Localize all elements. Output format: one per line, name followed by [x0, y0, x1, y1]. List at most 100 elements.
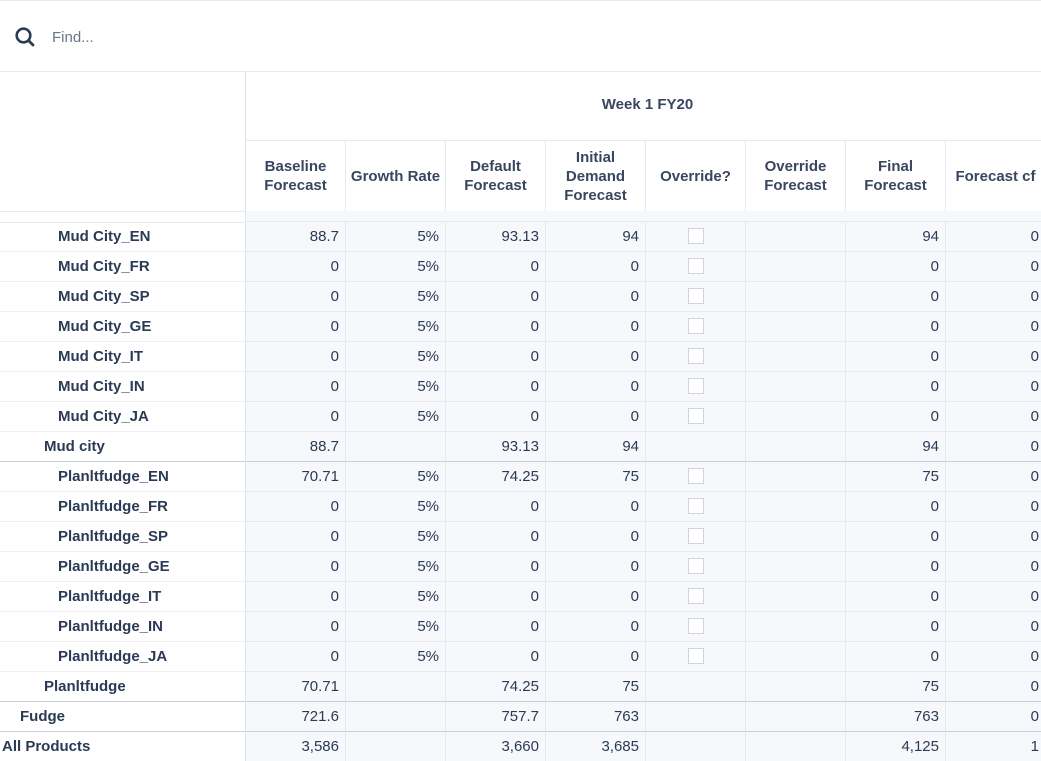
column-header[interactable]: Override? — [646, 141, 746, 211]
data-cell[interactable]: 5% — [346, 462, 446, 492]
data-cell[interactable]: 93.13 — [446, 432, 546, 462]
data-cell[interactable] — [746, 612, 846, 642]
row-label[interactable]: Mud City_JA — [0, 402, 245, 432]
data-cell[interactable]: 0 — [946, 582, 1041, 612]
data-cell[interactable]: 0 — [946, 642, 1041, 672]
row-label[interactable]: Mud city — [0, 432, 245, 462]
data-cell[interactable]: 0 — [846, 522, 946, 552]
column-header[interactable]: Override Forecast — [746, 141, 846, 211]
data-cell[interactable]: 0 — [546, 372, 646, 402]
data-cell[interactable]: 88.7 — [246, 222, 346, 252]
override-checkbox[interactable] — [687, 287, 704, 304]
data-cell[interactable] — [746, 432, 846, 462]
data-cell[interactable]: 1 — [946, 732, 1041, 761]
data-cell[interactable]: 0 — [946, 432, 1041, 462]
data-cell[interactable]: 0 — [246, 282, 346, 312]
data-cell[interactable] — [746, 672, 846, 702]
data-cell[interactable]: 5% — [346, 552, 446, 582]
row-label[interactable]: Planltfudge_IT — [0, 582, 245, 612]
row-label[interactable]: Planltfudge_FR — [0, 492, 245, 522]
data-cell[interactable] — [746, 372, 846, 402]
data-cell[interactable]: 5% — [346, 612, 446, 642]
data-cell[interactable] — [746, 492, 846, 522]
override-checkbox[interactable] — [687, 587, 704, 604]
data-cell[interactable]: 0 — [446, 312, 546, 342]
data-cell[interactable]: 763 — [846, 702, 946, 732]
data-cell[interactable]: 94 — [846, 222, 946, 252]
data-cell[interactable]: 94 — [546, 432, 646, 462]
data-cell[interactable]: 757.7 — [446, 702, 546, 732]
row-label[interactable]: Planltfudge_JA — [0, 642, 245, 672]
data-cell[interactable]: 0 — [546, 612, 646, 642]
search-icon[interactable] — [14, 26, 36, 48]
data-cell[interactable]: 0 — [446, 492, 546, 522]
override-checkbox[interactable] — [687, 557, 704, 574]
row-label[interactable]: Planltfudge_EN — [0, 462, 245, 492]
data-cell[interactable] — [746, 342, 846, 372]
data-cell[interactable]: 0 — [246, 372, 346, 402]
data-cell[interactable]: 0 — [446, 342, 546, 372]
data-cell[interactable]: 5% — [346, 372, 446, 402]
data-cell[interactable]: 94 — [546, 222, 646, 252]
data-cell[interactable]: 70.71 — [246, 462, 346, 492]
data-cell[interactable]: 75 — [846, 462, 946, 492]
data-cell[interactable]: 0 — [846, 492, 946, 522]
row-label[interactable]: Mud City_SP — [0, 282, 245, 312]
data-cell[interactable]: 0 — [946, 612, 1041, 642]
data-cell[interactable] — [346, 732, 446, 761]
data-cell[interactable]: 3,586 — [246, 732, 346, 761]
data-cell[interactable]: 0 — [846, 402, 946, 432]
data-cell[interactable] — [746, 312, 846, 342]
data-cell[interactable] — [746, 282, 846, 312]
data-cell[interactable]: 0 — [446, 372, 546, 402]
data-cell[interactable]: 75 — [546, 672, 646, 702]
data-cell[interactable]: 0 — [946, 702, 1041, 732]
data-cell[interactable]: 721.6 — [246, 702, 346, 732]
data-cell[interactable]: 0 — [546, 252, 646, 282]
override-checkbox[interactable] — [687, 257, 704, 274]
data-cell[interactable]: 0 — [546, 282, 646, 312]
data-cell[interactable]: 0 — [546, 492, 646, 522]
data-cell[interactable]: 0 — [246, 522, 346, 552]
data-cell[interactable]: 0 — [246, 252, 346, 282]
row-label[interactable]: Planltfudge_GE — [0, 552, 245, 582]
data-cell[interactable]: 0 — [546, 642, 646, 672]
data-cell[interactable]: 0 — [846, 642, 946, 672]
data-cell[interactable]: 0 — [246, 612, 346, 642]
data-cell[interactable]: 75 — [846, 672, 946, 702]
row-label[interactable]: All Products — [0, 732, 245, 761]
override-checkbox[interactable] — [687, 227, 704, 244]
data-cell[interactable]: 0 — [246, 342, 346, 372]
data-cell[interactable] — [346, 672, 446, 702]
override-checkbox[interactable] — [687, 407, 704, 424]
data-cell[interactable]: 0 — [946, 222, 1041, 252]
data-cell[interactable]: 5% — [346, 492, 446, 522]
data-cell[interactable]: 0 — [546, 342, 646, 372]
data-cell[interactable]: 0 — [946, 552, 1041, 582]
data-cell[interactable]: 5% — [346, 522, 446, 552]
override-checkbox[interactable] — [687, 317, 704, 334]
row-label[interactable]: Planltfudge_SP — [0, 522, 245, 552]
data-cell[interactable] — [746, 462, 846, 492]
data-cell[interactable]: 0 — [946, 492, 1041, 522]
data-cell[interactable] — [746, 642, 846, 672]
data-cell[interactable]: 0 — [846, 342, 946, 372]
data-cell[interactable]: 763 — [546, 702, 646, 732]
data-cell[interactable] — [746, 732, 846, 761]
data-cell[interactable]: 0 — [446, 552, 546, 582]
data-cell[interactable]: 0 — [946, 312, 1041, 342]
data-cell[interactable]: 0 — [446, 612, 546, 642]
data-cell[interactable]: 0 — [546, 552, 646, 582]
data-cell[interactable] — [346, 702, 446, 732]
data-cell[interactable]: 0 — [446, 282, 546, 312]
data-cell[interactable]: 5% — [346, 582, 446, 612]
data-cell[interactable] — [746, 522, 846, 552]
data-cell[interactable] — [746, 702, 846, 732]
override-checkbox[interactable] — [687, 527, 704, 544]
data-cell[interactable]: 0 — [946, 252, 1041, 282]
column-header[interactable]: Forecast cf — [946, 141, 1041, 211]
data-cell[interactable]: 0 — [946, 522, 1041, 552]
data-cell[interactable] — [746, 552, 846, 582]
override-checkbox[interactable] — [687, 467, 704, 484]
data-cell[interactable]: 5% — [346, 642, 446, 672]
